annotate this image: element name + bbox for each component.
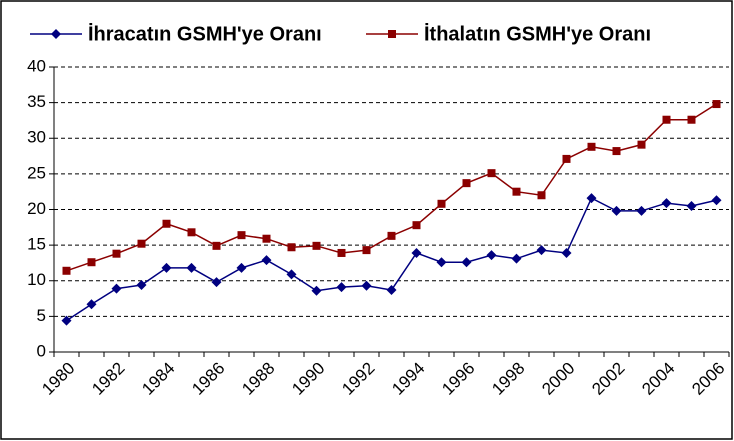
marker	[487, 169, 496, 178]
marker	[411, 247, 422, 258]
marker	[711, 195, 722, 206]
marker	[61, 315, 72, 326]
y-tick-label: 35	[27, 92, 46, 111]
marker	[636, 205, 647, 216]
marker	[412, 221, 421, 230]
y-tick-label: 25	[27, 163, 46, 182]
marker	[436, 257, 447, 268]
marker	[186, 262, 197, 273]
marker	[311, 285, 322, 296]
y-tick-label: 10	[27, 270, 46, 289]
marker	[512, 187, 521, 196]
marker	[612, 147, 621, 156]
marker	[388, 30, 396, 38]
marker	[86, 299, 97, 310]
marker	[686, 200, 697, 211]
marker	[137, 239, 146, 248]
y-tick-label: 40	[27, 56, 46, 75]
marker	[361, 280, 372, 291]
marker	[687, 115, 696, 124]
marker	[437, 199, 446, 208]
marker	[486, 250, 497, 261]
marker	[637, 140, 646, 149]
marker	[586, 193, 597, 204]
marker	[286, 269, 297, 280]
legend-text: İthalatın GSMH'ye Oranı	[424, 22, 651, 45]
marker	[661, 198, 672, 209]
marker	[62, 266, 71, 275]
marker	[261, 255, 272, 266]
marker	[562, 154, 571, 163]
marker	[537, 191, 546, 200]
marker	[337, 248, 346, 257]
marker	[287, 243, 296, 252]
y-tick-label: 20	[27, 199, 46, 218]
marker	[236, 262, 247, 273]
marker	[387, 231, 396, 240]
marker	[336, 282, 347, 293]
marker	[362, 246, 371, 255]
marker	[162, 219, 171, 228]
marker	[87, 258, 96, 267]
marker	[587, 142, 596, 151]
marker	[111, 283, 122, 294]
y-tick-label: 15	[27, 235, 46, 254]
marker	[312, 241, 321, 250]
marker	[611, 205, 622, 216]
marker	[511, 253, 522, 264]
marker	[136, 280, 147, 291]
marker	[51, 29, 61, 39]
marker	[262, 234, 271, 243]
marker	[712, 100, 721, 109]
marker	[237, 231, 246, 240]
marker	[112, 249, 121, 258]
marker	[187, 228, 196, 237]
y-tick-label: 5	[37, 306, 46, 325]
marker	[212, 241, 221, 250]
marker	[561, 247, 572, 258]
marker	[386, 285, 397, 296]
legend-text: İhracatın GSMH'ye Oranı	[88, 22, 322, 45]
marker	[161, 262, 172, 273]
marker	[462, 179, 471, 188]
marker	[211, 277, 222, 288]
y-tick-label: 30	[27, 128, 46, 147]
marker	[536, 245, 547, 256]
marker	[461, 257, 472, 268]
marker	[662, 115, 671, 124]
y-tick-label: 0	[37, 341, 46, 360]
